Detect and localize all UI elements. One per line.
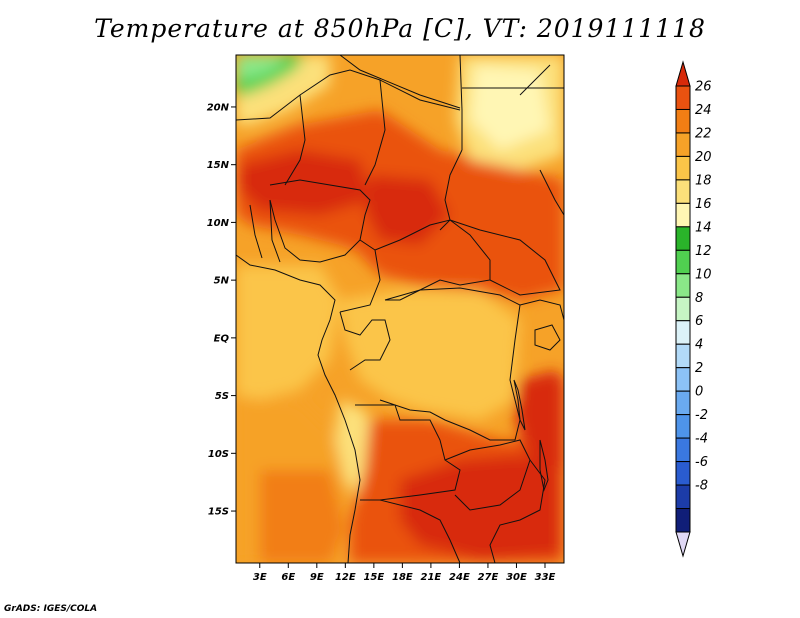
mozambique-malawi-border [489, 459, 546, 563]
cameroon-border [339, 239, 381, 313]
libya-egypt-border [459, 55, 463, 150]
field-ocean-south-warm [260, 470, 345, 563]
gabon-congo-border [339, 311, 391, 371]
lat-tick-label: 10S [208, 449, 229, 460]
mali-niger-border [284, 94, 306, 186]
colorbar-label: 4 [695, 338, 703, 353]
colorbar-box [675, 155, 691, 181]
colorbar-box [675, 226, 691, 251]
colorbar-bottom-arrow [675, 531, 691, 558]
colorbar-box [675, 508, 691, 533]
colorbar-box [675, 437, 691, 463]
field-lake-tanganyika-hot [515, 370, 564, 470]
colorbar-box [675, 367, 691, 392]
colorbar-label: -6 [695, 455, 708, 470]
colorbar-label: 6 [695, 314, 703, 329]
field-sahel-hot [240, 150, 370, 215]
lat-tick-label: 20N [207, 102, 230, 113]
lat-tick-label: EQ [214, 333, 230, 344]
sudan-east-border [539, 169, 564, 216]
drc-border [379, 287, 521, 441]
chart-title: Temperature at 850hPa [C], VT: 201911111… [94, 14, 706, 43]
lake-malawi-outline [539, 439, 549, 492]
colorbar-box [675, 179, 691, 204]
field-congo-moderate [340, 290, 520, 420]
lon-tick-label: 6E [281, 572, 295, 583]
car-border [374, 219, 491, 301]
field-zambia-hot [400, 455, 560, 560]
lat-tick-label: 10N [207, 218, 230, 229]
colorbar-box [675, 484, 691, 510]
lon-tick-label: 18E [392, 572, 413, 583]
lon-tick-label: 3E [253, 572, 267, 583]
uganda-kenya-border [519, 299, 564, 321]
colorbar-label: 24 [695, 103, 712, 118]
temperature-field [236, 55, 564, 563]
grads-credit: GrADS: IGES/COLA [4, 604, 98, 614]
lon-tick-label: 30E [506, 572, 527, 583]
lon-tick-label: 12E [335, 572, 356, 583]
colorbar-label: 22 [695, 126, 712, 141]
lake-victoria-outline [534, 324, 561, 351]
chad-sudan-border [439, 149, 463, 231]
colorbar-box [675, 320, 691, 345]
lake-tanganyika-outline [513, 379, 526, 431]
colorbar-label: 2 [695, 361, 703, 376]
lon-tick-label: 33E [535, 572, 556, 583]
field-chad-hot [365, 175, 450, 245]
colorbar-label: 18 [695, 173, 712, 188]
colorbar-box [675, 296, 691, 322]
south-sudan-border [449, 219, 561, 296]
map-frame [235, 54, 565, 564]
lat-tick-label: 15N [207, 160, 230, 171]
colorbar-box [675, 461, 691, 486]
colorbar-box [675, 273, 691, 298]
algeria-niger-border [236, 69, 461, 121]
colorbar-label: 20 [695, 150, 712, 165]
lat-tick-label: 15S [208, 507, 229, 518]
colorbar-label: 8 [695, 291, 703, 306]
lat-tick-label: 5S [215, 391, 229, 402]
colorbar-top-arrow [675, 60, 691, 87]
colorbar-box [675, 414, 691, 439]
colorbar-box [675, 390, 691, 416]
namibia-botswana-border [379, 499, 461, 563]
colorbar-label: 26 [695, 80, 712, 95]
west-africa-coast [236, 254, 361, 563]
latitude-axis: 20N 15N 10N 5N EQ 5S 10S 15S [207, 102, 236, 518]
lon-tick-label: 27E [478, 572, 499, 583]
field-egypt-cooler [470, 65, 550, 150]
colorbar-box [675, 202, 691, 228]
longitude-axis: 3E 6E 9E 12E 15E 18E 21E 24E 27E 30E 33E [253, 563, 556, 583]
field-nw-sahara-green [236, 55, 285, 80]
colorbar-label: 16 [695, 197, 712, 212]
colorbar-box [675, 343, 691, 369]
colorbar-box [675, 249, 691, 275]
colorbar-label: -4 [695, 432, 708, 447]
colorbar-box [675, 132, 691, 157]
colorbar-box [675, 85, 691, 110]
lon-tick-label: 21E [421, 572, 442, 583]
lon-tick-label: 9E [310, 572, 324, 583]
red-sea-coast [519, 64, 551, 96]
colorbar-label: -8 [695, 479, 708, 494]
colorbar-label: -2 [695, 408, 708, 423]
country-boundaries [236, 55, 564, 563]
colorbar-label: 12 [695, 244, 712, 259]
lat-tick-label: 5N [214, 276, 230, 287]
colorbar-label: 14 [695, 220, 712, 235]
colorbar-box [675, 108, 691, 134]
colorbar-label: 10 [695, 267, 712, 282]
field-atlantic-moderate [236, 265, 340, 400]
lon-tick-label: 15E [363, 572, 384, 583]
libya-chad-border [339, 55, 461, 109]
niger-chad-border [364, 79, 386, 186]
colorbar-label: 0 [695, 385, 703, 400]
coastal-countries-north [249, 199, 281, 263]
lon-tick-label: 24E [449, 572, 470, 583]
